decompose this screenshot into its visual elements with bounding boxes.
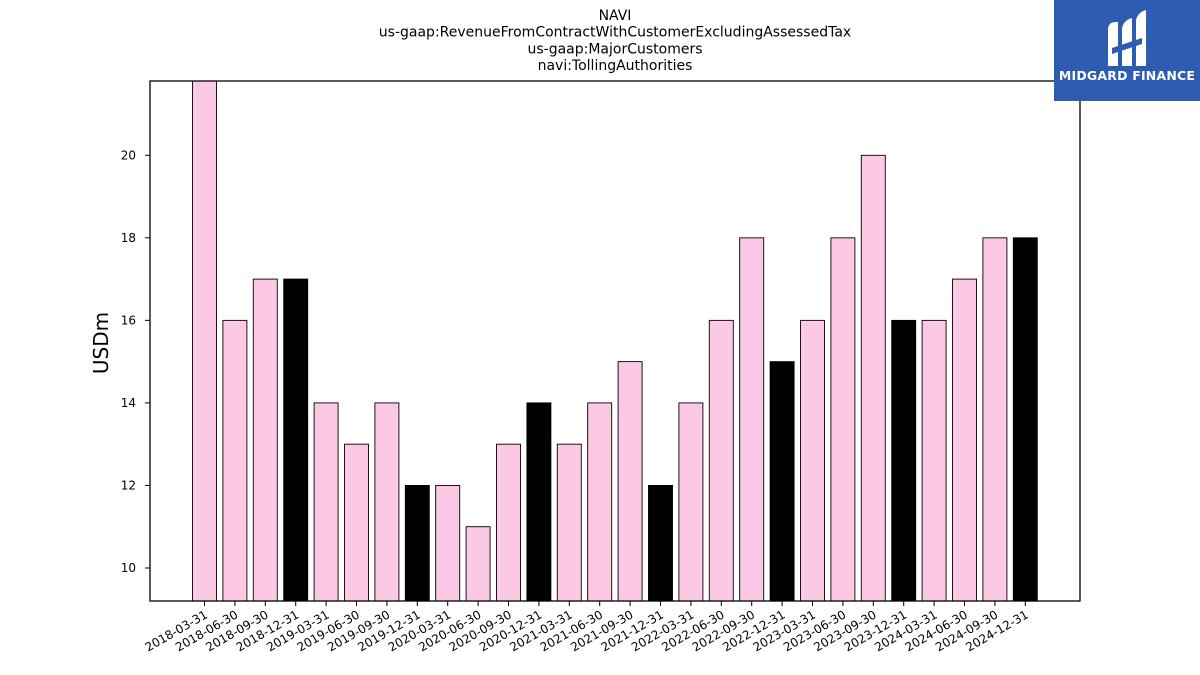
bar-2021-03-31 [556, 443, 582, 602]
midgard-finance-logo: MIDGARD FINANCE [1054, 0, 1200, 101]
bar-2018-06-30 [222, 319, 248, 602]
y-tick-label: 14 [121, 396, 136, 410]
y-tick-label: 12 [121, 478, 136, 492]
bar-2024-12-31 [1012, 237, 1038, 602]
bar-2019-03-31 [313, 402, 339, 602]
y-tick-label: 16 [121, 313, 136, 327]
bar-2020-06-30 [465, 526, 491, 602]
y-axis: 10 12 14 16 18 20 [121, 148, 150, 575]
bar-2023-03-31 [800, 319, 825, 602]
bar-2023-06-30 [830, 237, 856, 602]
bar-2022-03-31 [678, 402, 704, 602]
bar-2019-09-30 [374, 402, 400, 602]
plot-frame [149, 80, 1081, 602]
logo-text: MIDGARD FINANCE [1058, 68, 1196, 83]
bar-2021-06-30 [587, 402, 613, 602]
bar-2018-09-30 [252, 278, 278, 602]
bar-2022-09-30 [739, 237, 765, 602]
bar-2021-12-31 [648, 484, 673, 602]
y-tick-label: 20 [121, 148, 136, 162]
bar-2024-06-30 [952, 278, 977, 602]
bar-2021-09-30 [617, 361, 643, 602]
bar-2023-09-30 [860, 154, 886, 602]
title-line-3: navi:TollingAuthorities [538, 58, 693, 74]
y-axis-title: USDm [89, 312, 113, 374]
title-line-2: us-gaap:MajorCustomers [527, 41, 702, 57]
bar-2019-12-31 [404, 484, 430, 602]
y-tick-label: 10 [121, 561, 136, 575]
bar-2022-06-30 [708, 319, 734, 602]
title-line-1: us-gaap:RevenueFromContractWithCustomerE… [379, 25, 851, 41]
x-axis: 2018-03-312018-06-302018-09-302018-12-31… [143, 601, 1031, 654]
bar-2020-03-31 [435, 484, 461, 602]
bars [192, 80, 1038, 602]
chart-title: NAVIus-gaap:RevenueFromContractWithCusto… [379, 8, 851, 74]
bar-2020-12-31 [526, 402, 552, 602]
bar-2024-09-30 [982, 237, 1008, 602]
midgard-logo-icon [1108, 10, 1146, 66]
bar-2023-12-31 [891, 319, 917, 602]
bar-2018-12-31 [283, 278, 309, 602]
title-line-0: NAVI [599, 8, 632, 24]
bar-2019-06-30 [344, 443, 369, 602]
bar-2020-09-30 [496, 443, 521, 602]
bar-2024-03-31 [921, 319, 947, 602]
bar-2022-12-31 [769, 361, 795, 602]
bar-2018-03-31 [192, 80, 217, 602]
y-tick-label: 18 [121, 231, 136, 245]
